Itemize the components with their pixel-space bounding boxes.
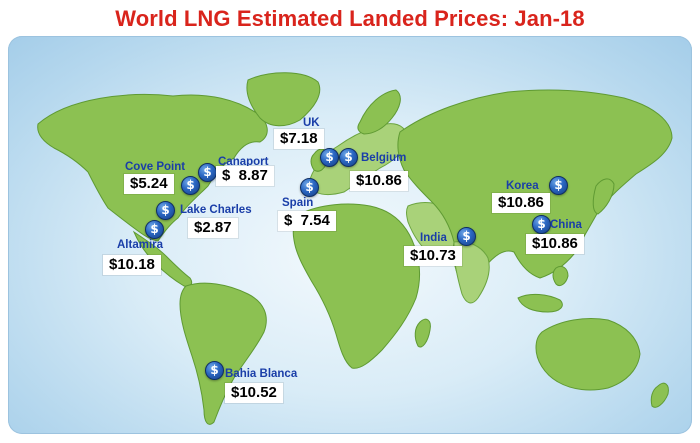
location-label-lake-charles: Lake Charles [180,204,252,216]
india-landmass [453,241,490,304]
north-america-landmass [37,94,268,242]
location-label-altamira: Altamira [117,239,164,251]
uk-dollar-sign-icon: $ [320,148,339,167]
scandinavia-landmass [357,89,401,135]
price-cove-point: $5.24 [124,174,174,194]
price-china: $10.86 [526,234,584,254]
location-label-india: India [420,232,447,244]
price-uk: $7.18 [274,129,324,149]
price-belgium: $10.86 [350,171,408,191]
africa-landmass [292,203,420,369]
page-title: World LNG Estimated Landed Prices: Jan-1… [115,6,585,31]
korea-dollar-sign-icon: $ [549,176,568,195]
price-canaport: $ 8.87 [216,166,274,186]
philippines-landmass [552,265,569,287]
india-dollar-sign-icon: $ [457,227,476,246]
bahia-blanca-dollar-sign-icon: $ [205,361,224,380]
japan-landmass [592,178,615,215]
lake-charles-dollar-sign-icon: $ [156,201,175,220]
cove-point-dollar-sign-icon: $ [181,176,200,195]
china-dollar-sign-icon: $ [532,215,551,234]
location-label-korea: Korea [506,180,539,192]
new-zealand-landmass [650,382,669,408]
price-india: $10.73 [404,246,462,266]
location-label-spain: Spain [282,197,314,209]
belgium-dollar-sign-icon: $ [339,148,358,167]
location-label-canaport: Canaport [218,156,269,168]
location-label-bahia-blanca: Bahia Blanca [225,368,298,380]
altamira-dollar-sign-icon: $ [145,220,164,239]
canaport-dollar-sign-icon: $ [198,163,217,182]
price-lake-charles: $2.87 [188,218,238,238]
price-bahia-blanca: $10.52 [225,383,283,403]
world-map-land [37,72,673,425]
greenland-landmass [246,72,321,127]
price-korea: $10.86 [492,193,550,213]
location-label-uk: UK [303,117,320,129]
madagascar-landmass [414,318,431,348]
location-label-cove-point: Cove Point [125,161,186,173]
world-map [8,36,692,434]
spain-dollar-sign-icon: $ [300,178,319,197]
australia-landmass [535,318,641,391]
location-label-china: China [550,219,582,231]
price-spain: $ 7.54 [278,211,336,231]
southeast-asia-islands [517,293,563,313]
south-america-landmass [179,282,267,425]
price-altamira: $10.18 [103,255,161,275]
location-label-belgium: Belgium [361,152,407,164]
